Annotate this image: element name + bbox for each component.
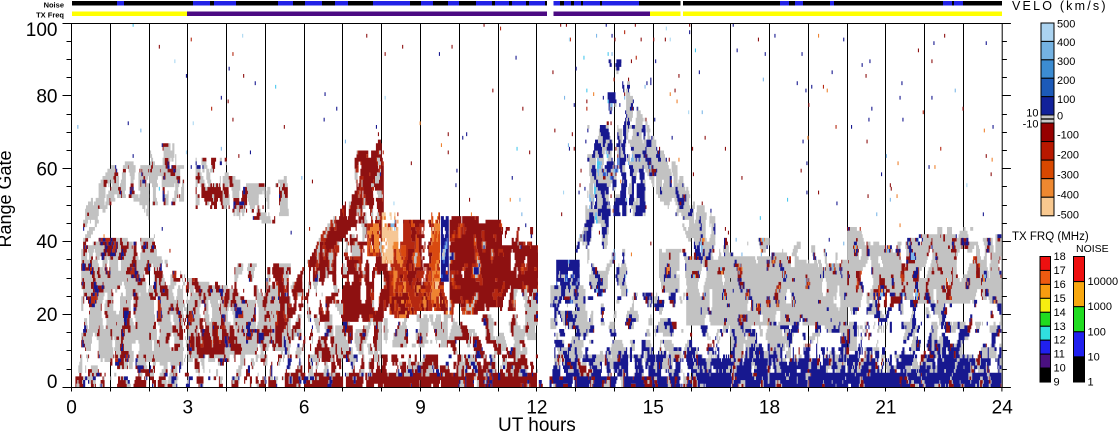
svg-text:12: 12 — [526, 398, 547, 419]
svg-text:-200: -200 — [1057, 150, 1079, 162]
svg-text:20: 20 — [36, 305, 57, 326]
svg-text:1000: 1000 — [1088, 301, 1112, 313]
svg-text:NOISE: NOISE — [1076, 243, 1109, 255]
svg-text:21: 21 — [875, 398, 896, 419]
svg-text:VELO (km/s): VELO (km/s) — [1012, 0, 1108, 13]
svg-text:TX FRQ (MHz): TX FRQ (MHz) — [1012, 231, 1089, 243]
svg-text:10: 10 — [1026, 108, 1038, 120]
svg-text:16: 16 — [1054, 279, 1066, 291]
svg-text:6: 6 — [299, 398, 310, 419]
svg-text:10: 10 — [1054, 363, 1066, 375]
svg-text:15: 15 — [643, 398, 664, 419]
svg-text:-400: -400 — [1057, 189, 1079, 201]
svg-text:-300: -300 — [1057, 169, 1079, 181]
svg-text:Range Gate: Range Gate — [0, 150, 15, 247]
svg-text:-100: -100 — [1057, 130, 1079, 142]
svg-text:10: 10 — [1088, 351, 1100, 363]
svg-text:300: 300 — [1057, 56, 1075, 68]
svg-text:13: 13 — [1054, 321, 1066, 333]
svg-text:100: 100 — [1088, 326, 1106, 338]
svg-text:9: 9 — [1054, 377, 1060, 389]
svg-text:80: 80 — [36, 86, 57, 107]
svg-text:17: 17 — [1054, 265, 1066, 277]
svg-text:100: 100 — [26, 20, 58, 41]
svg-text:15: 15 — [1054, 293, 1066, 305]
svg-text:9: 9 — [415, 398, 426, 419]
svg-text:60: 60 — [36, 159, 57, 180]
svg-text:500: 500 — [1057, 19, 1075, 31]
svg-text:14: 14 — [1054, 307, 1066, 319]
svg-text:0: 0 — [66, 398, 77, 419]
svg-text:3: 3 — [183, 398, 194, 419]
svg-text:200: 200 — [1057, 75, 1075, 87]
svg-text:UT hours: UT hours — [498, 415, 576, 435]
svg-text:Noise: Noise — [44, 1, 64, 10]
svg-text:10000: 10000 — [1088, 276, 1118, 288]
svg-text:18: 18 — [1054, 251, 1066, 263]
svg-text:-500: -500 — [1057, 209, 1079, 221]
svg-text:24: 24 — [992, 398, 1014, 419]
svg-text:12: 12 — [1054, 335, 1066, 347]
svg-text:0: 0 — [47, 372, 58, 393]
svg-text:1: 1 — [1088, 377, 1094, 389]
svg-text:400: 400 — [1057, 37, 1075, 49]
svg-text:18: 18 — [759, 398, 780, 419]
svg-text:100: 100 — [1057, 94, 1075, 106]
svg-text:-10: -10 — [1023, 119, 1039, 131]
svg-text:11: 11 — [1054, 349, 1065, 361]
svg-text:40: 40 — [36, 232, 57, 253]
svg-text:TX Freq: TX Freq — [36, 11, 64, 20]
svg-text:0: 0 — [1057, 111, 1063, 123]
